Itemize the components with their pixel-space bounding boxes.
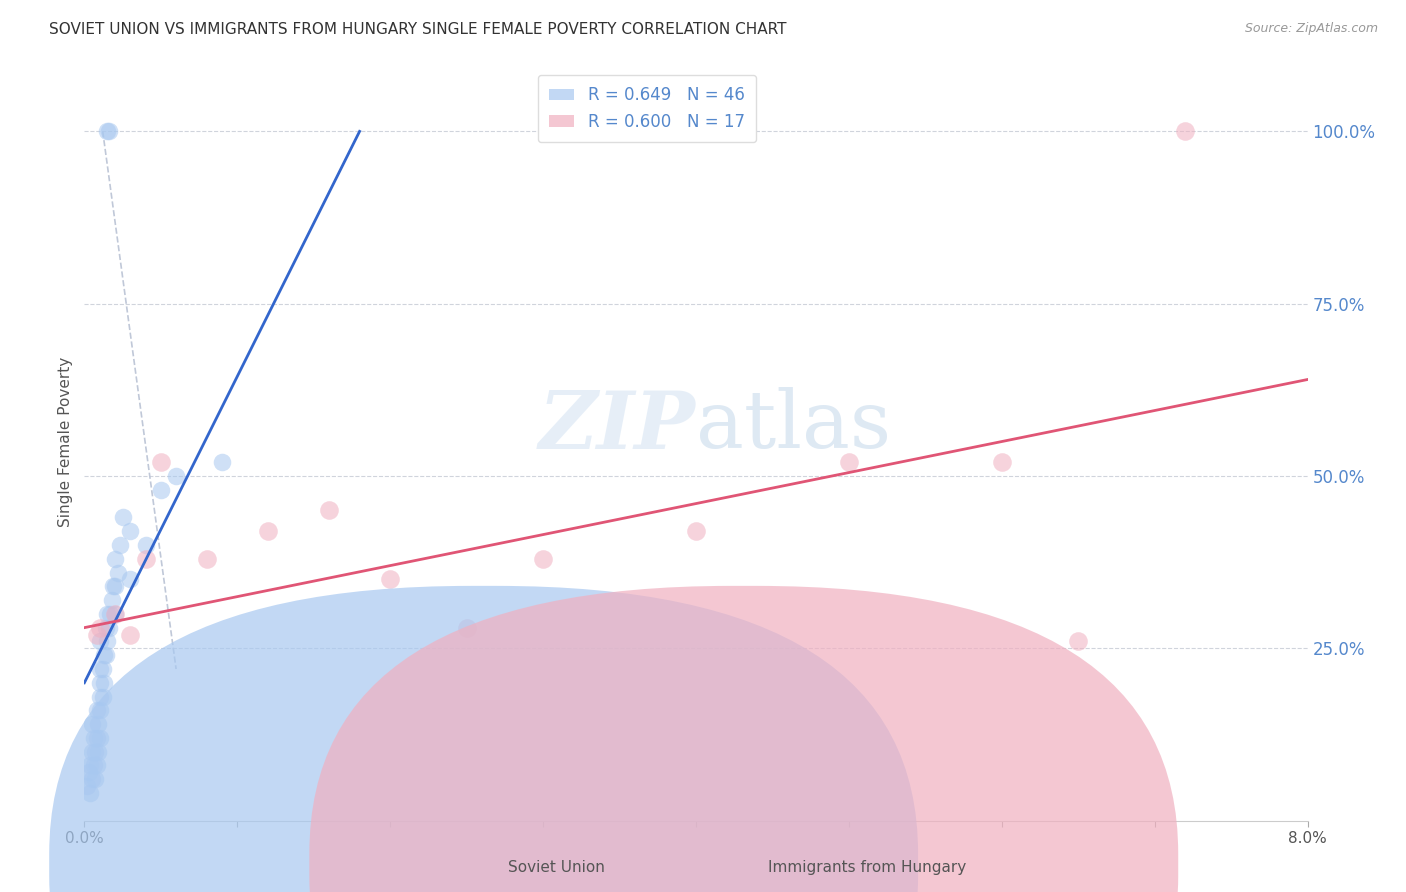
Point [104, 579, 127, 593]
Point [111, 510, 134, 524]
Point [107, 566, 129, 580]
Point [80, 745, 103, 759]
Point [80, 717, 103, 731]
Point [104, 607, 127, 621]
Point [120, 627, 142, 641]
Point [257, 524, 280, 538]
Point [79, 758, 101, 772]
Text: Immigrants from Hungary: Immigrants from Hungary [768, 860, 966, 874]
Point [89, 731, 111, 745]
Point [135, 538, 157, 552]
Text: SOVIET UNION VS IMMIGRANTS FROM HUNGARY SINGLE FEMALE POVERTY CORRELATION CHART: SOVIET UNION VS IMMIGRANTS FROM HUNGARY … [49, 22, 787, 37]
Point [83, 758, 105, 772]
Point [97, 124, 120, 138]
Point [86, 758, 108, 772]
Point [97, 621, 120, 635]
Point [94, 648, 117, 663]
Point [94, 621, 117, 635]
Point [87, 745, 110, 759]
Point [101, 593, 124, 607]
Point [380, 573, 402, 587]
Point [120, 573, 142, 587]
Point [93, 648, 115, 663]
Text: Soviet Union: Soviet Union [508, 860, 605, 874]
Point [456, 621, 478, 635]
Point [89, 690, 111, 704]
Point [195, 551, 218, 566]
Point [86, 703, 108, 717]
Point [103, 579, 125, 593]
Point [149, 483, 172, 497]
Text: ZIP: ZIP [538, 388, 696, 465]
Point [89, 634, 111, 648]
Point [165, 469, 187, 483]
Point [96, 124, 118, 138]
Point [91, 662, 114, 676]
Point [83, 731, 105, 745]
Point [86, 627, 108, 641]
Point [93, 675, 115, 690]
Point [89, 662, 111, 676]
FancyBboxPatch shape [309, 586, 1178, 892]
Point [86, 731, 108, 745]
Text: atlas: atlas [696, 387, 891, 466]
Point [96, 634, 118, 648]
Point [149, 455, 172, 469]
Point [120, 524, 142, 538]
Point [79, 786, 101, 800]
Point [108, 538, 131, 552]
Point [1174, 124, 1197, 138]
Point [211, 455, 233, 469]
Point [318, 503, 340, 517]
Y-axis label: Single Female Poverty: Single Female Poverty [58, 357, 73, 526]
Point [89, 621, 111, 635]
Point [1067, 634, 1090, 648]
Point [685, 524, 707, 538]
Point [96, 607, 118, 621]
Point [89, 703, 111, 717]
Text: Source: ZipAtlas.com: Source: ZipAtlas.com [1244, 22, 1378, 36]
Point [104, 551, 127, 566]
Point [531, 551, 554, 566]
Point [76, 779, 98, 793]
Point [89, 675, 111, 690]
Point [87, 717, 110, 731]
Point [84, 772, 107, 787]
Point [80, 772, 103, 787]
Point [991, 455, 1014, 469]
Point [77, 765, 100, 780]
Point [91, 690, 114, 704]
Point [104, 607, 127, 621]
Point [135, 551, 157, 566]
Point [838, 455, 860, 469]
FancyBboxPatch shape [49, 586, 918, 892]
Point [84, 745, 107, 759]
Legend: R = 0.649   N = 46, R = 0.600   N = 17: R = 0.649 N = 46, R = 0.600 N = 17 [537, 75, 756, 142]
Point [98, 607, 121, 621]
